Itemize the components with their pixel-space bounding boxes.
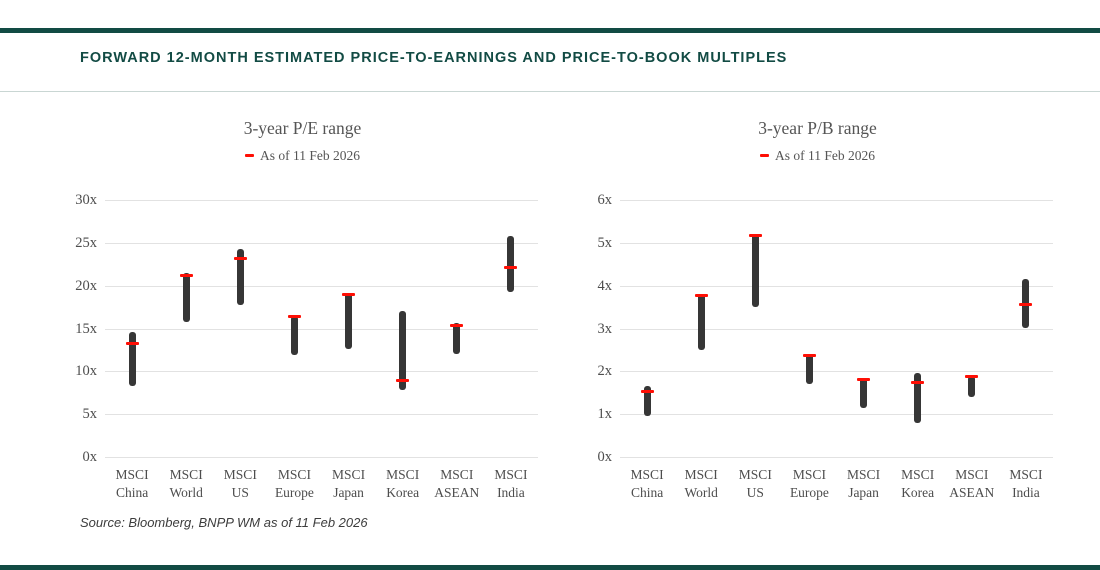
current-value-marker: [287, 315, 301, 318]
header-divider: [0, 91, 1100, 92]
x-axis-category-label: MSCI Japan: [847, 467, 881, 500]
x-axis-category-label: MSCI World: [684, 467, 718, 500]
x-axis-category-label: MSCI China: [630, 467, 664, 500]
range-bar-msci-world: [697, 294, 705, 350]
x-axis-category-label: MSCI World: [169, 467, 203, 500]
y-axis-tick-label: 6x: [597, 192, 613, 208]
current-value-marker: [504, 266, 518, 270]
y-axis-tick-label: 2x: [597, 363, 613, 380]
x-axis-category-label: MSCI India: [494, 467, 528, 500]
chart-title-pb: 3-year P/B range: [758, 118, 877, 138]
gridline: [620, 414, 1053, 416]
range-bar-msci-japan: [345, 292, 353, 350]
current-value-marker: [640, 390, 654, 394]
x-axis-category-label: MSCI India: [1009, 467, 1043, 500]
chart-legend-pe: As of 11 Feb 2026: [55, 148, 550, 164]
range-bar-msci-asean: [968, 375, 976, 398]
y-axis-tick-label: 5x: [597, 234, 613, 251]
x-axis-category-label: MSCI US: [738, 467, 772, 500]
gridline: [105, 414, 538, 416]
range-bar-msci-us: [751, 234, 759, 308]
y-axis-tick-label: 5x: [82, 406, 98, 423]
current-value-marker: [179, 273, 193, 277]
current-value-marker: [802, 353, 816, 357]
x-axis-category-label: MSCI ASEAN: [434, 467, 480, 500]
legend-marker-icon: [245, 154, 254, 158]
legend-label: As of 11 Feb 2026: [775, 148, 875, 163]
x-axis-category-label: MSCI Europe: [789, 467, 829, 500]
current-value-marker: [911, 380, 925, 384]
current-value-marker: [857, 377, 871, 381]
gridline: [620, 242, 1053, 244]
current-value-marker: [450, 323, 464, 327]
current-value-marker: [694, 293, 708, 297]
range-bar-msci-japan: [860, 377, 868, 408]
y-axis-tick-label: 0x: [597, 449, 613, 465]
x-axis-category-label: MSCI Korea: [386, 467, 420, 500]
y-axis-tick-label: 0x: [82, 449, 98, 465]
current-value-marker: [396, 379, 410, 383]
current-value-marker: [342, 292, 356, 296]
pe-plot-area: 0x 5x 10x 15x 20x 25x 30x MSCI China MSCI World MSC…: [55, 186, 550, 506]
current-value-marker: [233, 256, 247, 260]
range-bar-msci-korea: [914, 373, 922, 423]
top-accent-bar: [0, 28, 1100, 33]
y-axis-tick-label: 10x: [75, 363, 97, 380]
range-bar-msci-asean: [453, 323, 461, 355]
current-value-marker: [748, 233, 762, 237]
range-bar-msci-us: [236, 248, 244, 305]
gridline: [105, 285, 538, 287]
range-bar-msci-china: [643, 386, 651, 417]
legend-label: As of 11 Feb 2026: [260, 148, 360, 163]
current-value-marker: [125, 342, 139, 346]
y-axis-tick-label: 3x: [597, 320, 613, 337]
gridline: [620, 328, 1053, 330]
pe-range-chart: 3-year P/E range As of 11 Feb 2026 0x 5x 1…: [55, 110, 550, 510]
gridline: [105, 242, 538, 244]
x-axis-category-label: MSCI Europe: [274, 467, 314, 500]
current-value-marker: [1019, 303, 1033, 307]
chart-title-pe: 3-year P/E range: [243, 118, 362, 138]
gridline: [620, 371, 1053, 373]
gridline: [620, 457, 1053, 458]
gridline: [105, 457, 538, 458]
range-bar-msci-europe: [290, 315, 298, 356]
legend-marker-icon: [760, 154, 769, 158]
y-axis-tick-label: 25x: [75, 234, 97, 251]
page-title: FORWARD 12-MONTH ESTIMATED PRICE-TO-EARN…: [80, 50, 788, 66]
y-axis-tick-label: 4x: [597, 277, 613, 294]
current-value-marker: [965, 374, 979, 378]
x-axis-category-label: MSCI US: [223, 467, 257, 500]
gridline: [620, 200, 1053, 201]
range-bar-msci-korea: [399, 310, 407, 391]
chart-legend-pb: As of 11 Feb 2026: [570, 148, 1065, 164]
pb-range-chart: 3-year P/B range As of 11 Feb 2026 0x 1x 2…: [570, 110, 1065, 510]
range-bar-msci-india: [507, 235, 515, 292]
gridline: [620, 285, 1053, 287]
range-bar-msci-china: [128, 331, 136, 386]
pb-plot-area: 0x 1x 2x 3x 4x 5x 6x MSCI China MSCI World MSCI US MS…: [570, 186, 1065, 506]
gridline: [105, 371, 538, 373]
y-axis-tick-label: 1x: [597, 406, 613, 423]
bottom-accent-bar: [0, 565, 1100, 570]
y-axis-tick-label: 20x: [75, 277, 97, 294]
gridline: [105, 200, 538, 201]
source-note: Source: Bloomberg, BNPP WM as of 11 Feb …: [80, 515, 368, 530]
range-bar-msci-europe: [805, 354, 813, 385]
gridline: [105, 328, 538, 330]
y-axis-tick-label: 30x: [75, 192, 97, 208]
x-axis-category-label: MSCI Japan: [332, 467, 366, 500]
x-axis-category-label: MSCI China: [115, 467, 149, 500]
x-axis-category-label: MSCI ASEAN: [949, 467, 995, 500]
x-axis-category-label: MSCI Korea: [901, 467, 935, 500]
y-axis-tick-label: 15x: [75, 320, 97, 337]
range-bar-msci-world: [182, 272, 190, 322]
